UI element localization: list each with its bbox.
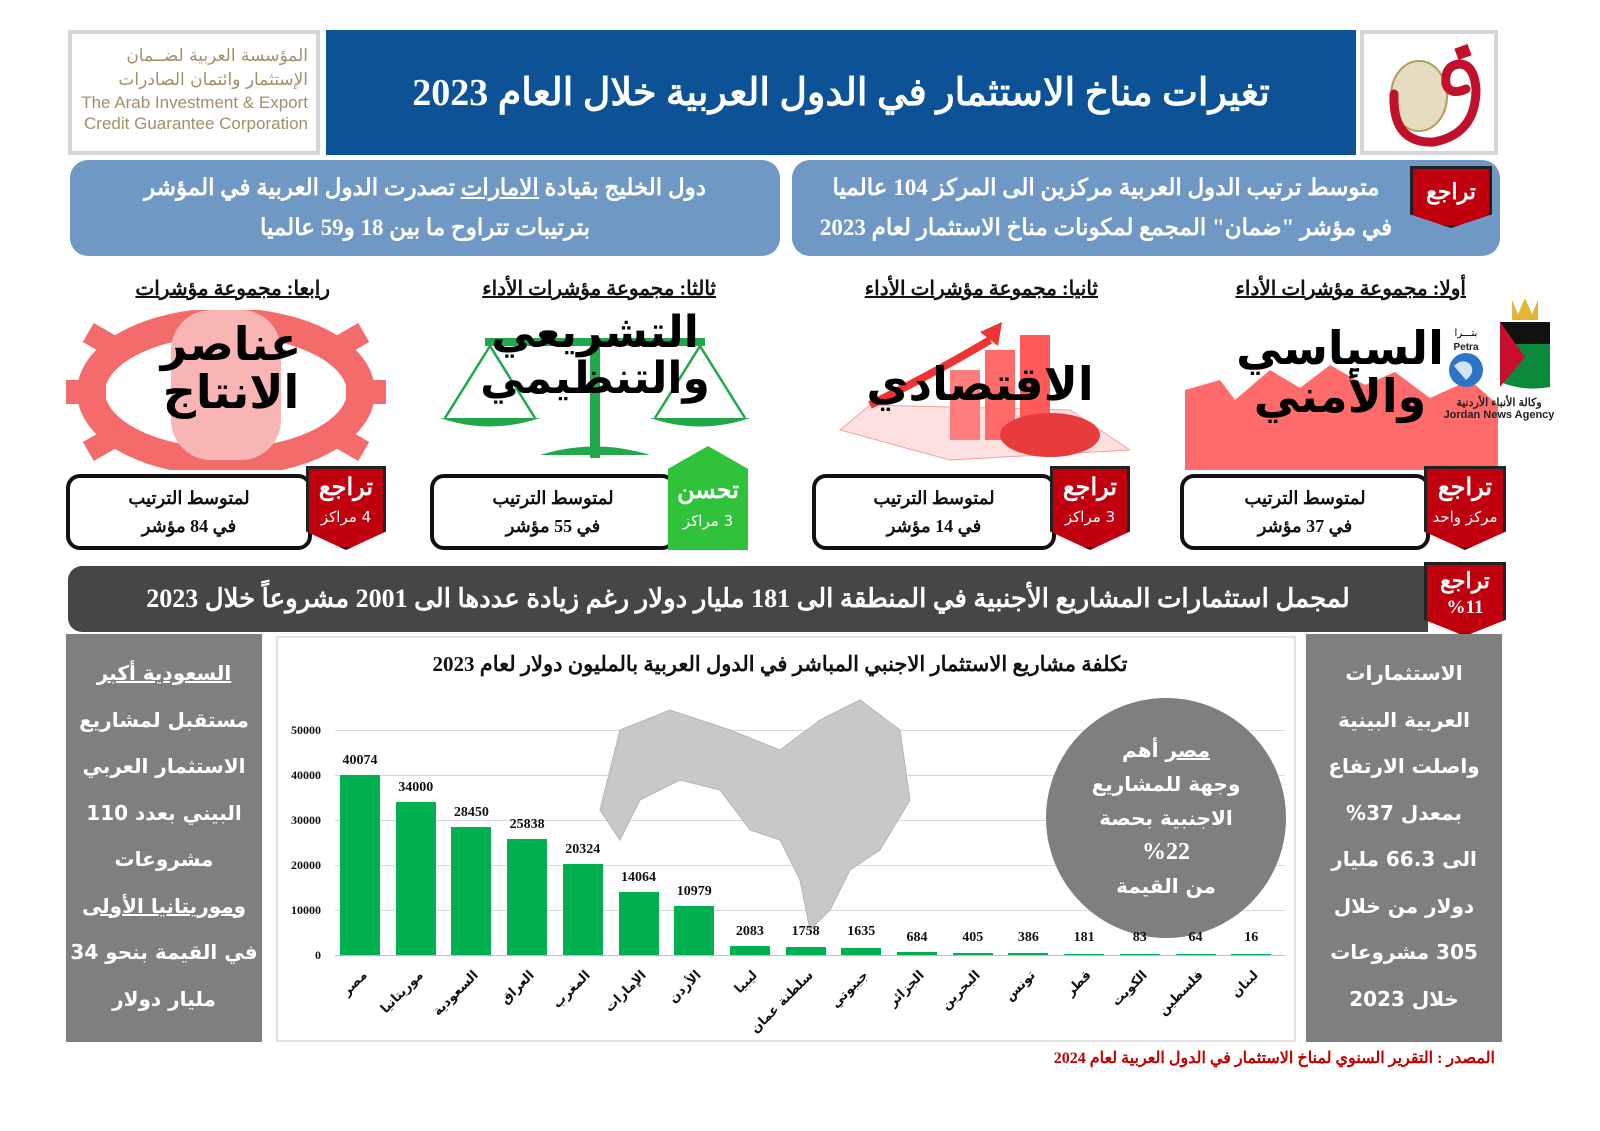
bar: [395, 802, 436, 955]
bar-value-label: 10979: [676, 883, 712, 899]
y-tick: 30000: [291, 813, 321, 827]
bar-value-label: 14064: [621, 869, 656, 885]
inter-arab-investment-panel: الاستثمارات العربية البينية واصلت الارتف…: [1306, 634, 1502, 1042]
bar: [897, 951, 937, 955]
category-1-rank-box: لمتوسط الترتيب في 37 مؤشر: [1180, 474, 1430, 550]
bar-value-label: 34000: [398, 780, 434, 795]
category-3-rank-box: لمتوسط الترتيب في 55 مؤشر: [430, 474, 676, 550]
bar: [451, 826, 492, 955]
political-security-art: السياسي والأمني: [1180, 310, 1500, 470]
petra-logo: بتـــرا Petra وكالة الأنباء الأردنية Jor…: [1440, 292, 1558, 432]
logo-english-line1: The Arab Investment & Export: [81, 93, 308, 112]
arab-rank-summary-box: متوسط ترتيب الدول العربية مركزين الى الم…: [792, 160, 1500, 256]
bar: [507, 838, 548, 955]
svg-text:Petra: Petra: [1453, 342, 1478, 353]
category-4-title: عناصر الانتاج: [160, 317, 302, 420]
jordan-flag-globe-icon: بتـــرا Petra: [1449, 298, 1550, 389]
production-art: عناصر الانتاج: [66, 308, 386, 476]
y-tick: 10000: [291, 903, 321, 917]
bar-value-label: 1758: [791, 924, 820, 939]
category-3-heading: ثالثا: مجموعة مؤشرات الأداء: [482, 278, 716, 300]
dhaman-emblem-icon: [1389, 43, 1481, 147]
fdi-banner: لمجمل استثمارات المشاريع الأجنبية في الم…: [68, 566, 1428, 632]
arab-world-map: [580, 690, 920, 950]
gulf-summary-line2: بترتيبات تتراوح ما بين 18 و59 عالميا: [259, 215, 591, 240]
dhaman-logo: [1360, 30, 1498, 155]
source-note: المصدر : التقرير السنوي لمناخ الاستثمار …: [1053, 1050, 1495, 1067]
category-4-heading: رابعا: مجموعة مؤشرات: [135, 278, 330, 300]
growth-chart-icon: [838, 322, 1132, 461]
scales-of-justice-icon: [440, 338, 750, 458]
bar-value-label: 386: [1017, 930, 1039, 945]
bar-value-label: 28450: [453, 804, 489, 820]
gulf-summary-box: دول الخليج بقيادة الامارات تصدرت الدول ا…: [70, 160, 780, 256]
bar: [952, 953, 993, 955]
category-2-rank-box: لمتوسط الترتيب في 14 مؤشر: [812, 474, 1056, 550]
logo-english-line2: Credit Guarantee Corporation: [84, 114, 308, 133]
bar: [1175, 954, 1216, 955]
y-tick: 50000: [291, 723, 321, 737]
arab-rank-line2: في مؤشر "ضمان" المجمع لمكونات مناخ الاست…: [819, 215, 1393, 240]
bar: [562, 863, 603, 955]
bar-value-label: 20324: [565, 841, 601, 857]
gulf-summary-line1: دول الخليج بقيادة الامارات تصدرت الدول ا…: [144, 175, 706, 200]
bar: [1064, 954, 1105, 955]
category-1-title: السياسي والأمني: [1236, 321, 1444, 424]
bar: [1119, 954, 1160, 955]
egypt-note-circle: مصر أهم وجهة للمشاريع الاجنبية بحصة %22 …: [1046, 698, 1286, 938]
saudi-mauritania-panel: السعودية أكبر مستقبل لمشاريع الاستثمار ا…: [66, 634, 262, 1042]
bar: [785, 947, 826, 955]
logo-arabic-line2: الإستثمار وائتمان الصادرات: [118, 70, 308, 90]
chart-title: تكلفة مشاريع الاستثمار الاجنبي المباشر ف…: [432, 652, 1128, 676]
bar: [729, 945, 770, 955]
bar-value-label: 1635: [847, 924, 876, 939]
bar-value-label: 181: [1073, 930, 1095, 945]
bar-value-label: 684: [906, 930, 928, 945]
page-title: تغيرات مناخ الاستثمار في الدول العربية خ…: [326, 30, 1356, 155]
x-axis-line: [335, 955, 1285, 956]
bar-value-label: 83: [1132, 930, 1147, 945]
arab-world-map-icon: [599, 699, 911, 932]
bar: [618, 891, 659, 955]
soldiers-silhouette-icon: [1185, 365, 1498, 470]
category-1-heading: أولا: مجموعة مؤشرات الأداء: [1235, 278, 1466, 300]
category-3-title: التشريعي والتنظيمي: [480, 307, 710, 405]
bar: [841, 947, 882, 955]
svg-text:بتـــرا: بتـــرا: [1455, 328, 1478, 339]
bar: [674, 905, 715, 955]
petra-arabic-name: وكالة الأنباء الأردنية: [1456, 397, 1542, 409]
bar-value-label: 64: [1188, 930, 1203, 945]
category-3-status-tag: تحسن 3 مراكز: [668, 446, 748, 550]
bar-value-label: 16: [1244, 930, 1259, 945]
arab-rank-line1: متوسط ترتيب الدول العربية مركزين الى الم…: [832, 175, 1380, 200]
legislative-art: التشريعي والتنظيمي: [440, 307, 750, 470]
logo-arabic-line1: المؤسسة العربية لضــمان: [126, 46, 308, 66]
bar: [1231, 954, 1272, 955]
bar: [340, 774, 380, 955]
category-1-status-tag: تراجع مركز واحد: [1424, 466, 1506, 550]
category-2-title: الاقتصادي: [866, 357, 1094, 411]
petra-english-name: Jordan News Agency: [1443, 409, 1555, 421]
banner-decline-tag: تراجع %11: [1424, 562, 1506, 636]
category-4-rank-box: لمتوسط الترتيب في 84 مؤشر: [66, 474, 312, 550]
bar-value-label: 2083: [735, 924, 764, 939]
decline-tag: تراجع: [1410, 166, 1492, 228]
category-2-status-tag: تراجع 3 مراكز: [1050, 466, 1130, 550]
category-4-status-tag: تراجع 4 مراكز: [306, 466, 386, 550]
bar-value-label: 25838: [509, 816, 545, 832]
y-tick: 0: [315, 948, 321, 962]
bar-value-label: 40074: [342, 752, 378, 768]
bar: [1008, 953, 1049, 955]
bar-value-label: 405: [962, 930, 984, 945]
y-tick: 20000: [291, 858, 321, 872]
y-tick: 40000: [291, 768, 321, 782]
economic-art: الاقتصادي: [830, 310, 1132, 470]
category-2-heading: ثانيا: مجموعة مؤشرات الأداء: [864, 278, 1098, 300]
gear-wheat-icon: [66, 308, 386, 476]
aiecgc-logo: المؤسسة العربية لضــمان الإستثمار وائتما…: [68, 30, 320, 155]
